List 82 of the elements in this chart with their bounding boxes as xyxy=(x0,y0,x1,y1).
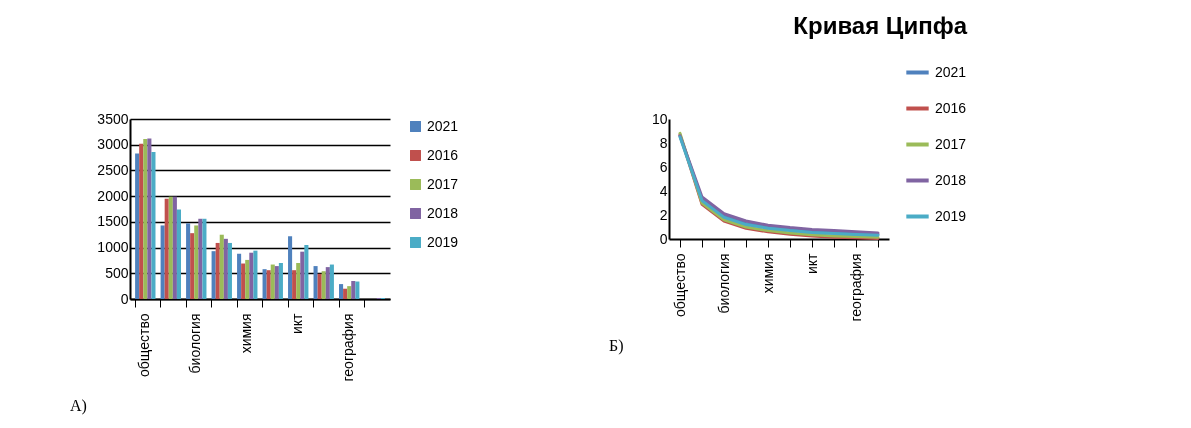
legend-label: 2017 xyxy=(427,175,459,192)
bar xyxy=(329,264,334,299)
bar xyxy=(313,266,318,299)
bar xyxy=(219,234,224,299)
bar xyxy=(288,236,293,299)
bar xyxy=(143,139,148,299)
legend-label: 2021 xyxy=(427,117,459,134)
y-tick-label: 3000 xyxy=(97,136,129,153)
x-tick-label: география xyxy=(847,253,864,322)
legend-label: 2018 xyxy=(935,171,967,188)
bar xyxy=(253,250,258,299)
bar xyxy=(347,286,352,299)
legend-label: 2016 xyxy=(427,146,459,163)
y-tick-label: 0 xyxy=(659,230,668,247)
bar xyxy=(317,273,322,299)
bar xyxy=(139,143,144,299)
bar xyxy=(300,251,305,299)
legend-label: 2019 xyxy=(427,233,459,250)
x-tick-label: география xyxy=(340,313,357,382)
y-tick-label: 500 xyxy=(105,264,129,281)
x-tick-label: общество xyxy=(671,253,688,317)
y-tick-label: 6 xyxy=(659,158,668,175)
text: Б) xyxy=(609,337,624,355)
bar xyxy=(339,284,344,299)
bar xyxy=(266,270,271,299)
y-tick-label: 3500 xyxy=(97,110,129,127)
y-tick-label: 2500 xyxy=(97,161,129,178)
bar xyxy=(202,218,207,299)
chart-title: Кривая Ципфа xyxy=(793,12,968,39)
bar xyxy=(176,209,181,299)
y-tick-label: 1000 xyxy=(97,239,129,256)
bar xyxy=(215,242,220,299)
bar xyxy=(172,196,177,299)
bar xyxy=(278,263,283,299)
bar xyxy=(160,225,165,299)
bar xyxy=(190,233,195,299)
y-tick-label: 4 xyxy=(659,182,668,199)
y-tick-label: 10 xyxy=(651,110,668,127)
bar xyxy=(164,198,169,299)
bar xyxy=(186,223,191,299)
y-tick-label: 2 xyxy=(659,206,668,223)
x-tick-label: химия xyxy=(759,253,776,294)
bar xyxy=(270,264,275,299)
bar xyxy=(262,269,267,299)
bar xyxy=(321,271,326,299)
x-tick-label: биология xyxy=(715,253,732,314)
x-tick-label: биология xyxy=(187,313,204,374)
bar xyxy=(343,288,348,299)
bar xyxy=(194,225,199,299)
y-tick-label: 1500 xyxy=(97,213,129,230)
bar xyxy=(304,245,309,299)
bar xyxy=(274,266,279,299)
bar xyxy=(296,263,301,299)
bar xyxy=(168,196,173,299)
bar xyxy=(249,252,254,299)
text: А) xyxy=(70,397,87,415)
x-tick-label: химия xyxy=(238,313,255,354)
y-tick-label: 0 xyxy=(120,290,129,307)
bar xyxy=(135,153,140,299)
bar xyxy=(237,253,242,299)
y-tick-label: 2000 xyxy=(97,187,129,204)
x-tick-label: икт xyxy=(803,252,820,275)
legend-label: 2016 xyxy=(935,99,967,116)
bar xyxy=(325,267,330,299)
y-tick-label: 8 xyxy=(659,134,668,151)
legend-label: 2018 xyxy=(427,204,459,221)
legend-label: 2017 xyxy=(935,135,967,152)
bar xyxy=(147,138,152,299)
bar xyxy=(351,281,356,299)
x-tick-label: общество xyxy=(136,313,153,377)
bar xyxy=(227,242,232,299)
bar xyxy=(241,263,246,299)
bar xyxy=(198,218,203,299)
x-tick-label: икт xyxy=(289,312,306,335)
bar xyxy=(223,238,228,299)
bar xyxy=(245,259,250,299)
bar xyxy=(211,251,216,299)
bar xyxy=(355,281,360,299)
legend-label: 2019 xyxy=(935,207,967,224)
legend-label: 2021 xyxy=(935,63,967,80)
bar xyxy=(292,270,297,299)
bar xyxy=(151,151,156,299)
